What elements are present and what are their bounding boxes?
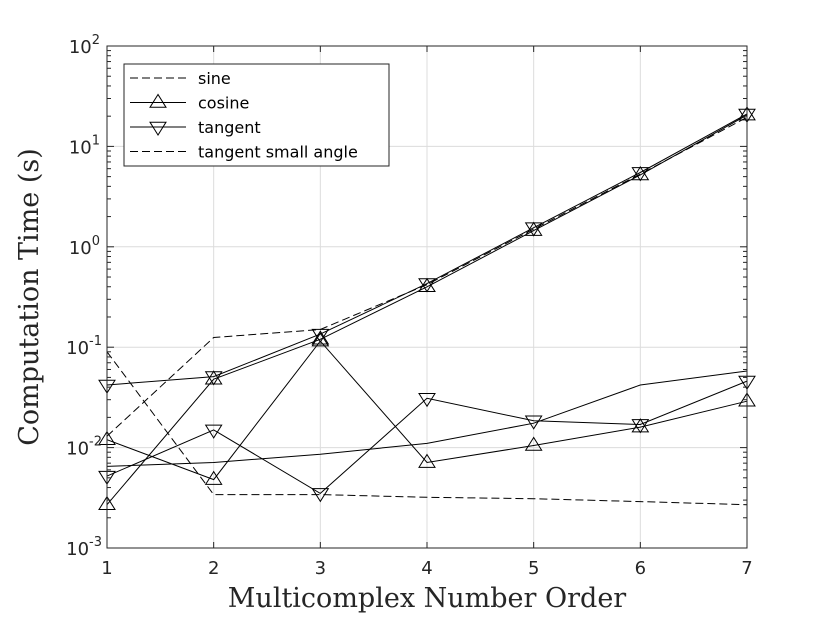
x-tick-label: 6 xyxy=(635,558,646,579)
y-axis-title: Computation Time (s) xyxy=(14,148,45,446)
series-line xyxy=(106,114,748,506)
triangle-down-marker xyxy=(524,222,543,237)
triangle-down-marker xyxy=(311,488,330,503)
x-tick-label: 2 xyxy=(208,558,219,579)
triangle-up-marker xyxy=(311,330,330,345)
triangle-down-marker xyxy=(204,371,223,386)
x-tick-label: 3 xyxy=(315,558,326,579)
series-line xyxy=(106,351,748,506)
x-axis-title: Multicomplex Number Order xyxy=(228,583,627,614)
series-line xyxy=(106,116,748,437)
x-tick-label: 1 xyxy=(101,558,112,579)
series-layer xyxy=(98,106,756,510)
y-tick-label: 10-3 xyxy=(66,535,102,560)
triangle-down-marker xyxy=(149,121,167,136)
legend-box xyxy=(123,63,390,167)
triangle-down-marker xyxy=(524,415,543,430)
series-line xyxy=(106,340,748,481)
triangle-up-marker xyxy=(524,436,543,451)
legend-label: cosine xyxy=(198,94,249,113)
triangle-down-marker xyxy=(631,419,650,434)
y-tick-labels: 10-3 10-2 10-1 100 101 102 xyxy=(66,33,102,560)
y-tick-label: 10-2 xyxy=(66,435,102,460)
y-tick-label: 101 xyxy=(69,133,100,158)
triangle-down-marker xyxy=(418,278,436,293)
legend: sine cosine tangent tangent small angle xyxy=(123,63,390,167)
triangle-up-marker xyxy=(311,332,330,347)
y-tick-label: 10-1 xyxy=(66,334,102,359)
series-0 xyxy=(106,116,748,437)
series-line xyxy=(106,370,748,467)
x-tick-label: 7 xyxy=(741,558,752,579)
series-6 xyxy=(106,370,748,467)
series-line xyxy=(106,113,748,386)
triangle-up-marker xyxy=(204,470,223,485)
x-tick-label: 4 xyxy=(421,558,432,579)
triangle-down-marker xyxy=(311,328,330,344)
triangle-up-marker xyxy=(149,93,167,108)
y-tick-label: 102 xyxy=(69,33,100,58)
triangle-down-marker xyxy=(204,424,223,439)
legend-label: sine xyxy=(198,69,231,88)
series-line xyxy=(106,380,748,495)
series-3 xyxy=(106,351,748,506)
ticks xyxy=(106,45,748,549)
legend-label: tangent xyxy=(198,118,261,137)
triangle-down-marker xyxy=(631,167,650,182)
x-tick-label: 5 xyxy=(528,558,539,579)
triangle-down-marker xyxy=(418,392,436,408)
x-tick-labels: 1 2 3 4 5 6 7 xyxy=(101,558,752,579)
y-tick-label: 100 xyxy=(69,234,100,259)
legend-label: tangent small angle xyxy=(198,143,358,162)
triangle-up-marker xyxy=(418,453,436,468)
